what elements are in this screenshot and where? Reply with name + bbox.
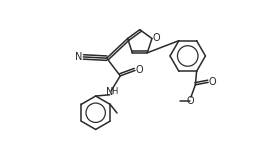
Text: N: N [106, 87, 113, 97]
Text: O: O [185, 96, 193, 106]
Text: O: O [135, 65, 143, 75]
Text: H: H [111, 87, 117, 96]
Text: O: O [208, 77, 216, 87]
Text: N: N [75, 52, 82, 62]
Text: O: O [151, 33, 159, 43]
